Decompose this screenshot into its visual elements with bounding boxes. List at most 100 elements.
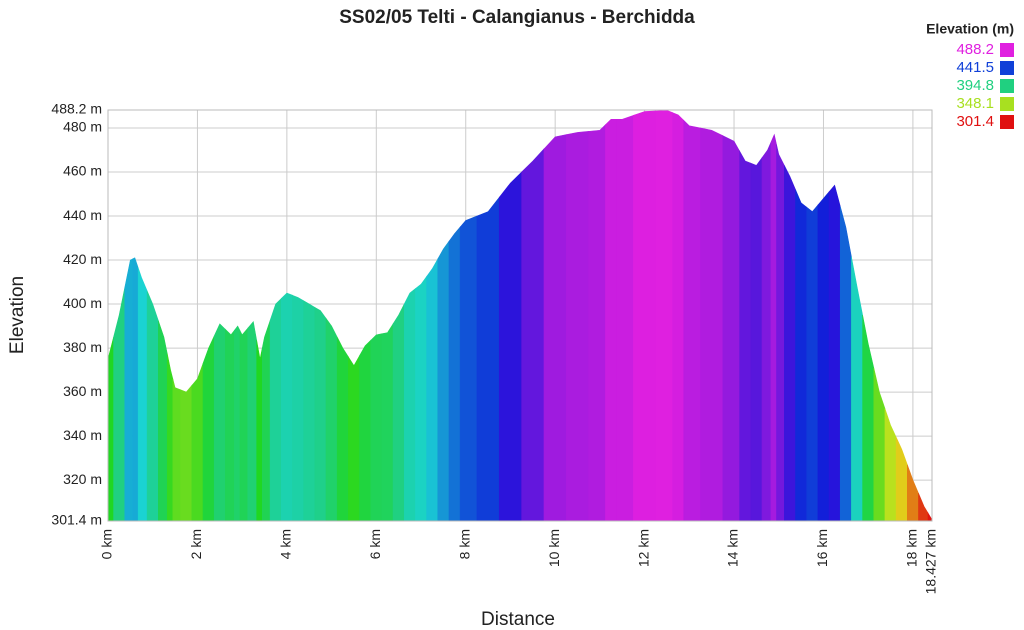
x-tick-label: 18.427 km [923, 529, 939, 594]
elevation-strip [770, 133, 777, 522]
elevation-strip [166, 353, 174, 522]
elevation-strip [348, 354, 360, 522]
y-tick-label: 340 m [63, 427, 102, 443]
elevation-strip [113, 287, 126, 522]
y-tick-label: 380 m [63, 339, 102, 355]
elevation-strip [415, 275, 427, 522]
legend-swatch [1000, 115, 1014, 129]
legend-title: Elevation (m) [926, 21, 1014, 37]
elevation-strip [137, 267, 148, 522]
x-tick-label: 16 km [814, 529, 830, 567]
x-tick-label: 2 km [188, 529, 204, 559]
elevation-strip [459, 215, 478, 522]
plot-frame [107, 109, 933, 522]
elevation-strip [280, 292, 293, 522]
y-tick-label: 440 m [63, 207, 102, 223]
elevation-strip [862, 315, 875, 522]
elevation-strip [132, 257, 139, 522]
legend-label: 394.8 [956, 77, 994, 94]
x-axis-title: Distance [481, 609, 555, 630]
chart-title: SS02/05 Telti - Calangianus - Berchidda [339, 7, 695, 28]
elevation-strip [750, 156, 763, 522]
legend-label: 488.2 [956, 41, 994, 58]
elevation-strip [761, 142, 772, 522]
elevation-strip [806, 204, 819, 522]
elevation-strip [180, 384, 193, 522]
elevation-strip [700, 127, 724, 522]
elevation-strip [261, 320, 271, 522]
elevation-strip [655, 110, 673, 522]
elevation-strip [722, 135, 740, 522]
x-tick-label: 12 km [635, 529, 651, 567]
elevation-strip [202, 335, 215, 522]
elevation-strip [616, 114, 634, 522]
elevation-strip [437, 240, 450, 522]
elevation-strip [873, 367, 886, 522]
y-tick-label: 360 m [63, 383, 102, 399]
legend-label: 348.1 [956, 95, 994, 112]
elevation-strip [107, 336, 114, 522]
elevation-strip [172, 378, 181, 522]
elevation-strip [247, 320, 257, 522]
elevation-strip [795, 189, 808, 522]
y-tick-label: 420 m [63, 251, 102, 267]
elevation-strip [234, 325, 241, 522]
elevation-strip [292, 294, 304, 522]
elevation-strip [739, 150, 752, 522]
elevation-strip [213, 323, 226, 522]
elevation-strip [303, 300, 316, 522]
elevation-strip [256, 340, 263, 522]
elevation-strip [683, 119, 701, 522]
elevation-strip [851, 256, 863, 522]
elevation-strip [336, 336, 349, 522]
elevation-strip [191, 363, 204, 522]
elevation-strip [828, 184, 841, 522]
y-tick-label: 460 m [63, 163, 102, 179]
legend-swatch [1000, 97, 1014, 111]
x-tick-label: 8 km [456, 529, 472, 559]
elevation-strip [918, 493, 929, 522]
elevation-strip [672, 112, 685, 522]
elevation-strip [392, 303, 405, 522]
elevation-strip [543, 134, 567, 522]
legend-swatch [1000, 61, 1014, 75]
elevation-strip [784, 165, 796, 522]
elevation-strip [426, 257, 439, 522]
y-tick-label: 400 m [63, 295, 102, 311]
y-tick-label: 488.2 m [51, 101, 102, 117]
elevation-strip [158, 320, 168, 522]
elevation-strip [588, 124, 606, 522]
elevation-strip [269, 297, 282, 522]
x-tick-label: 0 km [99, 529, 115, 559]
legend-label: 301.4 [956, 113, 994, 130]
elevation-strip [370, 333, 383, 522]
elevation-strip [817, 191, 830, 522]
y-tick-label: 480 m [63, 119, 102, 135]
elevation-strip [239, 327, 249, 522]
x-tick-label: 14 km [725, 529, 741, 567]
elevation-strip [839, 206, 852, 522]
elevation-strip [225, 328, 235, 522]
elevation-strip [146, 290, 159, 522]
elevation-strip [633, 110, 657, 522]
elevation-strip [521, 148, 545, 522]
x-tick-label: 18 km [904, 529, 920, 567]
elevation-strip [884, 408, 897, 522]
elevation-strip [403, 288, 416, 522]
y-tick-label: 320 m [63, 471, 102, 487]
elevation-strip [895, 437, 908, 522]
elevation-strip [359, 339, 372, 522]
elevation-strip [476, 196, 500, 522]
elevation-strip [325, 317, 338, 522]
elevation-strip [314, 306, 327, 522]
legend-swatch [1000, 43, 1014, 57]
y-tick-label: 301.4 m [51, 512, 102, 528]
legend-label: 441.5 [956, 59, 994, 76]
elevation-strip [124, 258, 133, 522]
elevation-strip [566, 131, 590, 522]
elevation-strip [448, 226, 461, 522]
elevation-strip [498, 171, 522, 522]
x-tick-label: 10 km [546, 529, 562, 567]
x-tick-label: 6 km [367, 529, 383, 559]
